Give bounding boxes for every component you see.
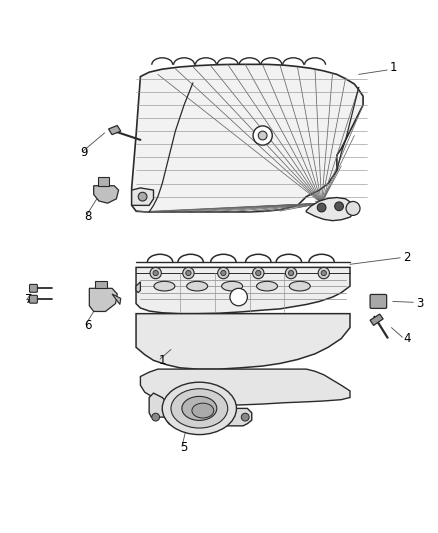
Circle shape — [186, 270, 191, 276]
Text: 6: 6 — [84, 319, 92, 332]
Polygon shape — [141, 369, 350, 405]
Ellipse shape — [192, 403, 214, 418]
Circle shape — [317, 203, 326, 212]
Polygon shape — [94, 185, 119, 203]
Circle shape — [256, 270, 261, 276]
Ellipse shape — [182, 397, 217, 421]
Text: 2: 2 — [403, 251, 410, 264]
Polygon shape — [149, 393, 252, 426]
Polygon shape — [132, 64, 363, 212]
Circle shape — [218, 268, 229, 279]
Circle shape — [183, 268, 194, 279]
Circle shape — [321, 270, 326, 276]
Polygon shape — [132, 188, 153, 205]
Circle shape — [153, 270, 158, 276]
Polygon shape — [136, 282, 141, 293]
Ellipse shape — [222, 281, 243, 291]
Circle shape — [253, 268, 264, 279]
Circle shape — [150, 268, 161, 279]
Text: 9: 9 — [80, 147, 88, 159]
Circle shape — [318, 268, 329, 279]
Circle shape — [288, 270, 293, 276]
Ellipse shape — [187, 281, 208, 291]
Ellipse shape — [289, 281, 310, 291]
Circle shape — [241, 413, 249, 421]
Circle shape — [230, 288, 247, 306]
Ellipse shape — [154, 281, 175, 291]
Text: 3: 3 — [416, 297, 424, 310]
Circle shape — [253, 126, 272, 145]
Circle shape — [335, 202, 343, 211]
Circle shape — [346, 201, 360, 215]
Ellipse shape — [171, 389, 228, 428]
Polygon shape — [370, 314, 383, 326]
Polygon shape — [112, 294, 121, 304]
FancyBboxPatch shape — [29, 285, 37, 292]
Polygon shape — [109, 125, 121, 135]
Ellipse shape — [257, 281, 278, 291]
Polygon shape — [136, 268, 350, 313]
Text: 1: 1 — [390, 61, 397, 74]
Circle shape — [258, 131, 267, 140]
Circle shape — [152, 413, 159, 421]
Polygon shape — [136, 313, 350, 369]
Text: 7: 7 — [25, 293, 33, 306]
Text: 5: 5 — [180, 441, 188, 454]
Circle shape — [138, 192, 147, 201]
Polygon shape — [98, 177, 109, 185]
Polygon shape — [306, 198, 354, 221]
Text: 1: 1 — [159, 354, 166, 367]
Text: 8: 8 — [85, 210, 92, 223]
FancyBboxPatch shape — [370, 294, 387, 309]
FancyBboxPatch shape — [29, 295, 37, 303]
Circle shape — [286, 268, 297, 279]
Text: 4: 4 — [403, 332, 410, 345]
Polygon shape — [95, 281, 107, 288]
Circle shape — [221, 270, 226, 276]
Polygon shape — [89, 288, 117, 311]
Ellipse shape — [162, 382, 237, 434]
